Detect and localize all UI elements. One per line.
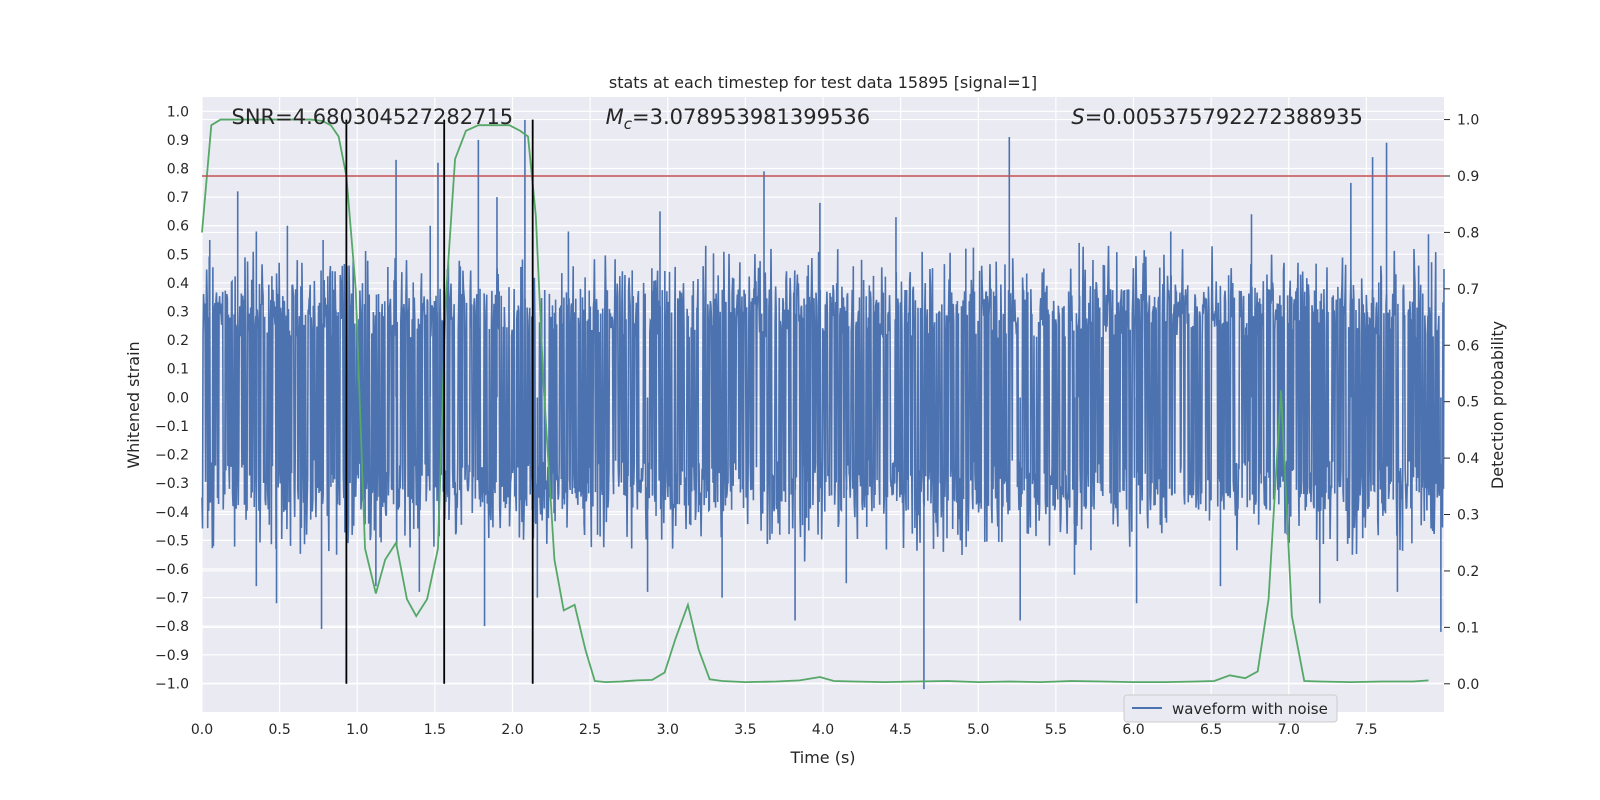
y-tick-label-right: 0.6 <box>1457 338 1479 354</box>
y-tick-label-left: −0.5 <box>155 533 189 549</box>
y-tick-label-right: 0.0 <box>1457 677 1479 693</box>
x-tick-label: 3.5 <box>734 722 756 738</box>
x-tick-label: 1.5 <box>424 722 446 738</box>
x-tick-label: 2.5 <box>579 722 601 738</box>
y-tick-label-right: 0.5 <box>1457 395 1479 411</box>
y-axis-label-left: Whitened strain <box>124 341 143 468</box>
y-axis-label-right: Detection probability <box>1488 321 1507 489</box>
y-tick-label-left: −0.7 <box>155 591 189 607</box>
y-tick-label-right: 0.1 <box>1457 620 1479 636</box>
y-tick-label-left: −0.2 <box>155 448 189 464</box>
y-tick-label-left: −0.4 <box>155 505 189 521</box>
x-tick-label: 3.0 <box>657 722 679 738</box>
chart-title: stats at each timestep for test data 158… <box>609 73 1037 92</box>
x-axis-label: Time (s) <box>789 748 855 767</box>
legend-label: waveform with noise <box>1172 700 1328 718</box>
x-tick-label: 7.0 <box>1278 722 1300 738</box>
x-tick-label: 2.0 <box>501 722 523 738</box>
probability-series <box>201 118 1429 684</box>
x-tick-label: 4.5 <box>889 722 911 738</box>
x-tick-label: 5.0 <box>967 722 989 738</box>
annotation-mc: Mc=3.078953981399536 <box>606 105 870 133</box>
x-tick-label: 4.0 <box>812 722 834 738</box>
y-tick-label-left: 0.7 <box>167 190 189 206</box>
y-tick-label-left: 0.4 <box>167 276 189 292</box>
y-tick-label-left: −0.1 <box>155 419 189 435</box>
y-tick-label-left: −0.8 <box>155 619 189 635</box>
y-tick-label-left: 0.1 <box>167 362 189 378</box>
y-tick-label-left: 0.3 <box>167 305 189 321</box>
y-tick-label-right: 0.7 <box>1457 282 1479 298</box>
y-tick-label-right: 0.8 <box>1457 225 1479 241</box>
y-tick-label-left: 1.0 <box>167 104 189 120</box>
y-tick-label-left: 0.6 <box>167 219 189 235</box>
x-tick-label: 1.0 <box>346 722 368 738</box>
noise-series <box>201 119 1445 690</box>
y-tick-label-left: 0.2 <box>167 333 189 349</box>
legend: waveform with noise <box>1123 694 1338 723</box>
x-tick-label: 6.5 <box>1200 722 1222 738</box>
annotation-s: S=0.005375792272388935 <box>1071 105 1362 129</box>
x-tick-label: 7.5 <box>1355 722 1377 738</box>
probability-line <box>201 118 1429 684</box>
noise-waveform <box>201 245 1445 562</box>
x-tick-label: 0.5 <box>268 722 290 738</box>
y-tick-label-right: 0.3 <box>1457 508 1479 524</box>
y-tick-label-left: 0.9 <box>167 133 189 149</box>
x-tick-label: 0.0 <box>191 722 213 738</box>
annotations: SNR=4.680304527282715 Mc=3.07895398139953… <box>231 105 1362 133</box>
legend-box <box>1123 694 1338 723</box>
y-tick-label-right: 0.4 <box>1457 451 1479 467</box>
y-tick-label-left: −1.0 <box>155 676 189 692</box>
y-tick-label-left: −0.6 <box>155 562 189 578</box>
x-tick-label: 6.0 <box>1122 722 1144 738</box>
y-tick-label-right: 1.0 <box>1457 113 1479 129</box>
y-tick-label-left: 0.0 <box>167 390 189 406</box>
x-tick-label: 5.5 <box>1045 722 1067 738</box>
y-tick-label-left: 0.8 <box>167 162 189 178</box>
y-tick-label-left: 0.5 <box>167 247 189 263</box>
y-tick-label-left: −0.9 <box>155 648 189 664</box>
axes-ticks: 0.0 0.5 1.0 1.5 2.0 2.5 3.0 3.5 4.0 4.5 5.0 5.5 6.0 6… <box>155 104 1479 738</box>
annotation-snr: SNR=4.680304527282715 <box>231 105 513 129</box>
y-tick-label-left: −0.3 <box>155 476 189 492</box>
y-tick-label-right: 0.9 <box>1457 169 1479 185</box>
reference-lines <box>202 119 1444 684</box>
y-tick-label-right: 0.2 <box>1457 564 1479 580</box>
